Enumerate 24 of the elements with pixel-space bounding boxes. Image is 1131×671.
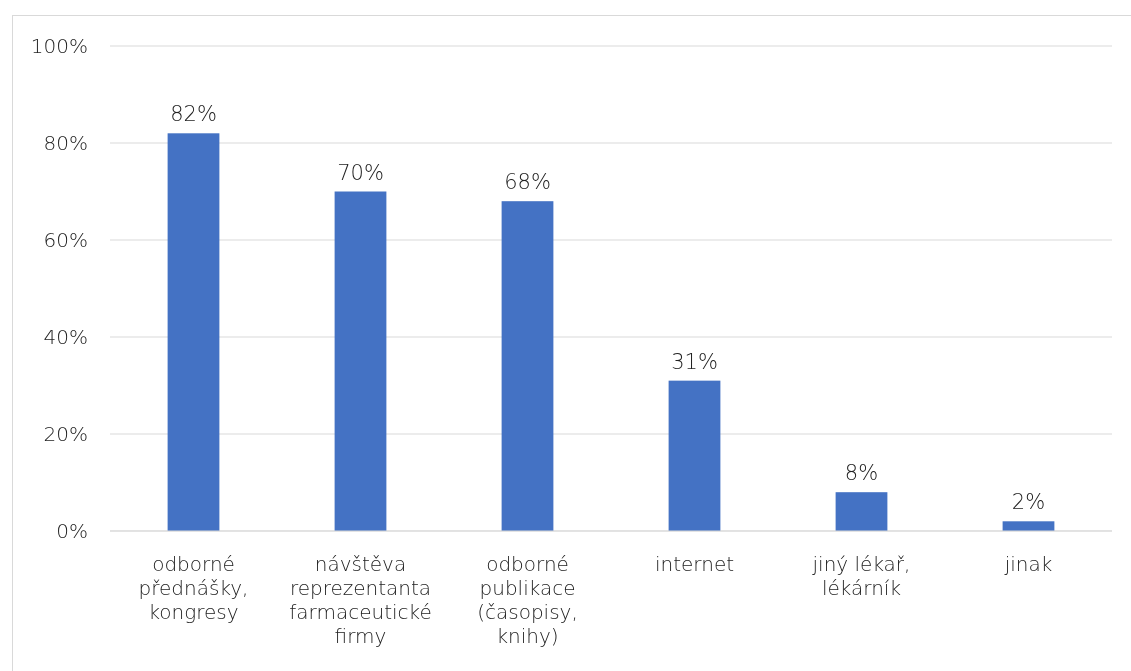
bar bbox=[1002, 521, 1055, 531]
y-tick-label: 60% bbox=[43, 227, 88, 252]
bar bbox=[501, 201, 554, 531]
x-tick-label: návštěva reprezentanta farmaceutické firmy bbox=[289, 552, 432, 648]
y-tick-label: 80% bbox=[43, 130, 88, 155]
x-tick-label: jinak bbox=[1003, 552, 1053, 576]
bar bbox=[835, 492, 888, 531]
bar bbox=[334, 191, 387, 531]
x-tick-label: odborné publikace (časopisy, knihy) bbox=[477, 552, 578, 648]
bar bbox=[167, 133, 220, 531]
data-label: 70% bbox=[337, 160, 384, 185]
y-tick-label: 0% bbox=[56, 518, 88, 543]
x-tick-label: odborné přednášky, kongresy bbox=[138, 552, 249, 624]
y-tick-label: 100% bbox=[30, 33, 88, 58]
data-label: 2% bbox=[1011, 490, 1046, 515]
data-label: 82% bbox=[170, 102, 217, 127]
data-label: 68% bbox=[504, 170, 551, 195]
data-label: 8% bbox=[844, 461, 879, 486]
y-tick-label: 40% bbox=[43, 324, 88, 349]
bar bbox=[668, 380, 721, 531]
x-tick-label: internet bbox=[654, 552, 735, 576]
x-tick-label: jiný lékař, lékárník bbox=[811, 552, 911, 600]
y-tick-label: 20% bbox=[43, 421, 88, 446]
data-label: 31% bbox=[671, 349, 718, 374]
